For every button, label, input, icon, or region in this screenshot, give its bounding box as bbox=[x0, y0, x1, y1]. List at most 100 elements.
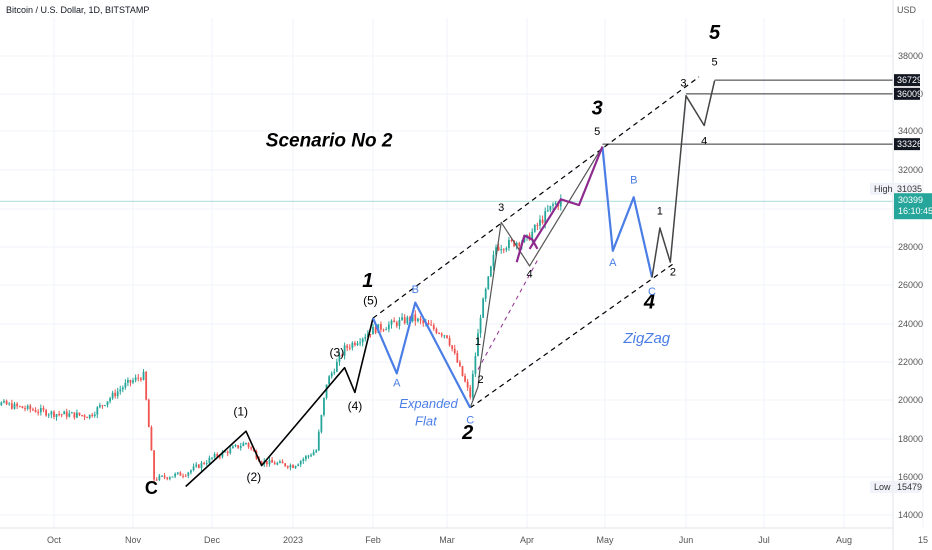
candle-body bbox=[492, 254, 495, 267]
candle-body bbox=[502, 249, 505, 251]
candle-body bbox=[369, 333, 372, 335]
candle-body bbox=[414, 314, 417, 322]
candle-body bbox=[53, 411, 55, 417]
candle-body bbox=[276, 462, 279, 465]
candle-body bbox=[34, 410, 37, 413]
candle-body bbox=[315, 450, 318, 453]
time-tick-label: Oct bbox=[47, 535, 62, 545]
candle-body bbox=[184, 475, 187, 477]
candle-body bbox=[513, 240, 515, 247]
candle-body bbox=[168, 477, 171, 479]
candle-body bbox=[387, 324, 390, 330]
horizontal-levels bbox=[0, 79, 893, 202]
candle-body bbox=[533, 224, 536, 232]
candle-body bbox=[260, 461, 263, 465]
candle-body bbox=[245, 443, 247, 445]
price-tick-label: 26000 bbox=[898, 280, 923, 290]
candle-body bbox=[552, 204, 554, 206]
wave-label: 5 bbox=[712, 57, 718, 69]
candle-body bbox=[435, 329, 438, 333]
candle-body bbox=[211, 457, 213, 459]
candle-body bbox=[536, 224, 539, 226]
candle-body bbox=[299, 461, 302, 465]
candle-body bbox=[114, 392, 117, 397]
candle-body bbox=[242, 443, 245, 447]
price-tag-prefix-bg bbox=[870, 182, 892, 195]
candle-body bbox=[292, 465, 294, 468]
candle-body bbox=[234, 445, 237, 447]
time-axis[interactable]: Oct Nov Dec 2023 Feb Mar Apr May Jun Jul Aug 15 bbox=[0, 527, 928, 545]
candle-body bbox=[443, 335, 446, 337]
candle-body bbox=[147, 399, 150, 428]
candle-body bbox=[338, 354, 341, 362]
candle-body bbox=[83, 415, 86, 418]
time-tick-label: Mar bbox=[439, 535, 455, 545]
candle-body bbox=[176, 472, 179, 474]
candle-body bbox=[192, 466, 195, 471]
candle-body bbox=[239, 446, 242, 448]
candle-body bbox=[411, 314, 414, 322]
candle-body bbox=[29, 405, 32, 410]
candle-body bbox=[150, 427, 153, 451]
wave-label: 2 bbox=[461, 422, 473, 444]
candle-body bbox=[346, 345, 349, 348]
candle-body bbox=[10, 403, 13, 409]
candle-body bbox=[432, 325, 435, 330]
price-tag-label: 33326 bbox=[897, 139, 922, 149]
price-tag-label: 30399 bbox=[898, 195, 923, 205]
price-tag-label: 31035 bbox=[897, 184, 922, 194]
price-tag-bg bbox=[894, 138, 920, 151]
wave-label: A bbox=[393, 378, 401, 390]
candle-body bbox=[451, 345, 454, 349]
candle-body bbox=[116, 391, 119, 397]
candle-body bbox=[121, 387, 124, 390]
grid-lines bbox=[0, 18, 924, 528]
price-tag-prefix: High bbox=[874, 184, 893, 194]
wave-label: 1 bbox=[362, 270, 373, 292]
candle-body bbox=[366, 333, 369, 337]
candle-body bbox=[354, 342, 356, 346]
candle-body bbox=[70, 412, 73, 414]
candle-body bbox=[60, 414, 63, 416]
price-tag-bg bbox=[894, 87, 920, 100]
candle-body bbox=[559, 198, 562, 207]
candle-body bbox=[464, 376, 466, 382]
wave-label: (4) bbox=[348, 399, 363, 413]
candle-body bbox=[471, 373, 474, 398]
wave-label: 4 bbox=[643, 291, 655, 313]
candle-body bbox=[279, 461, 281, 463]
candle-body bbox=[268, 459, 271, 465]
candle-body bbox=[343, 345, 346, 356]
candle-body bbox=[549, 205, 552, 211]
price-tick-label: 32000 bbox=[898, 165, 923, 175]
price-tick-label: 18000 bbox=[898, 434, 923, 444]
price-tag-bg bbox=[894, 74, 920, 87]
candle-body bbox=[78, 412, 81, 416]
candle-body bbox=[179, 472, 182, 476]
candle-body bbox=[174, 473, 177, 477]
candle-body bbox=[197, 464, 200, 468]
price-axis[interactable]: 14000 16000 18000 20000 22000 24000 26000 28000… bbox=[892, 0, 923, 550]
candle-body bbox=[65, 411, 68, 417]
wave-label: 2 bbox=[670, 267, 676, 279]
time-tick-label: Jun bbox=[679, 535, 694, 545]
candle-body bbox=[93, 414, 96, 417]
candle-body bbox=[281, 461, 284, 464]
price-tag-label: 15479 bbox=[897, 482, 922, 492]
channel-upper bbox=[372, 76, 700, 319]
purple-small-wave bbox=[515, 234, 539, 263]
candle-body bbox=[497, 247, 500, 251]
candle-body bbox=[500, 249, 503, 251]
candle-body bbox=[163, 475, 166, 478]
candle-body bbox=[284, 463, 287, 467]
candle-body bbox=[406, 317, 409, 324]
candle-body bbox=[3, 400, 5, 403]
wave-label: C bbox=[145, 478, 158, 498]
price-tick-label: 28000 bbox=[898, 242, 923, 252]
wave-label: 4 bbox=[527, 268, 533, 280]
candle-body bbox=[132, 380, 134, 383]
candle-body bbox=[351, 342, 354, 348]
wave-label: A bbox=[609, 257, 617, 269]
candle-body bbox=[398, 319, 401, 326]
